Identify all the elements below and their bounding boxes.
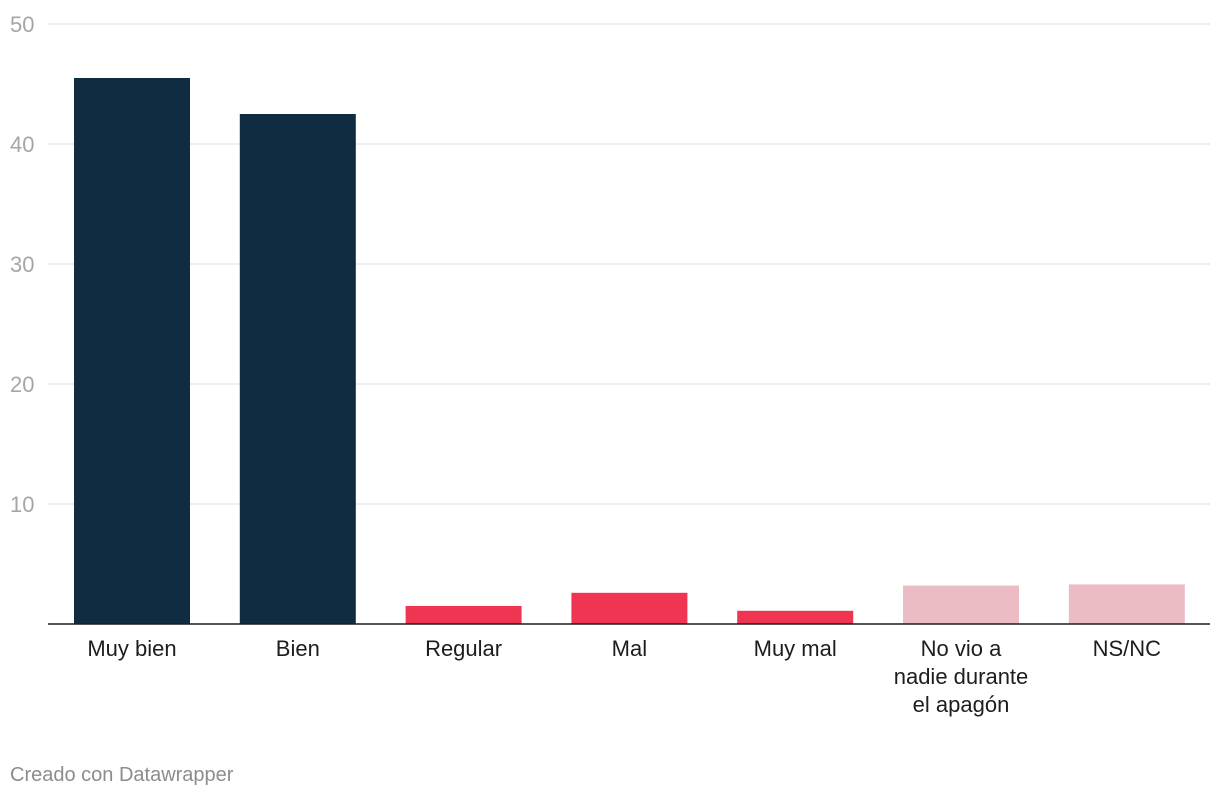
x-tick-label-line: Bien	[276, 636, 320, 661]
bar-chart: 10 20 30 40 50 Muy bien Bien Regular Mal Muy mal…	[10, 12, 1210, 717]
x-tick-label: No vio a nadie durante el apagón	[894, 636, 1029, 717]
y-tick-label: 40	[10, 132, 34, 157]
x-tick-label-line: nadie durante	[894, 664, 1029, 689]
bar	[1068, 584, 1185, 624]
y-tick-label: 10	[10, 492, 34, 517]
x-tick-label-line: Regular	[425, 636, 502, 661]
x-tick-label-line: Muy bien	[87, 636, 176, 661]
x-tick-label: Muy bien	[87, 636, 176, 661]
bar	[571, 592, 688, 624]
x-tick-label: NS/NC	[1093, 636, 1162, 661]
y-tick-label: 20	[10, 372, 34, 397]
gridlines	[48, 23, 1210, 505]
x-tick-label: Bien	[276, 636, 320, 661]
x-tick-label-line: Muy mal	[754, 636, 837, 661]
x-tick-label-line: el apagón	[913, 692, 1010, 717]
bar	[903, 585, 1019, 624]
y-tick-label: 50	[10, 12, 34, 37]
x-tick-label-line: Mal	[612, 636, 647, 661]
x-tick-label-line: No vio a	[921, 636, 1002, 661]
credit-text: Creado con Datawrapper	[10, 764, 234, 786]
x-tick-label: Muy mal	[754, 636, 837, 661]
bar	[239, 114, 356, 624]
x-tick-label-line: NS/NC	[1093, 636, 1162, 661]
bar	[405, 606, 522, 624]
bar	[737, 610, 854, 624]
x-tick-label: Mal	[612, 636, 647, 661]
y-axis-ticks: 10 20 30 40 50	[10, 12, 34, 517]
bars	[74, 78, 1185, 624]
x-axis-labels: Muy bien Bien Regular Mal Muy mal No vio a nad…	[87, 636, 1161, 717]
y-tick-label: 30	[10, 252, 34, 277]
x-tick-label: Regular	[425, 636, 502, 661]
bar	[74, 78, 190, 624]
